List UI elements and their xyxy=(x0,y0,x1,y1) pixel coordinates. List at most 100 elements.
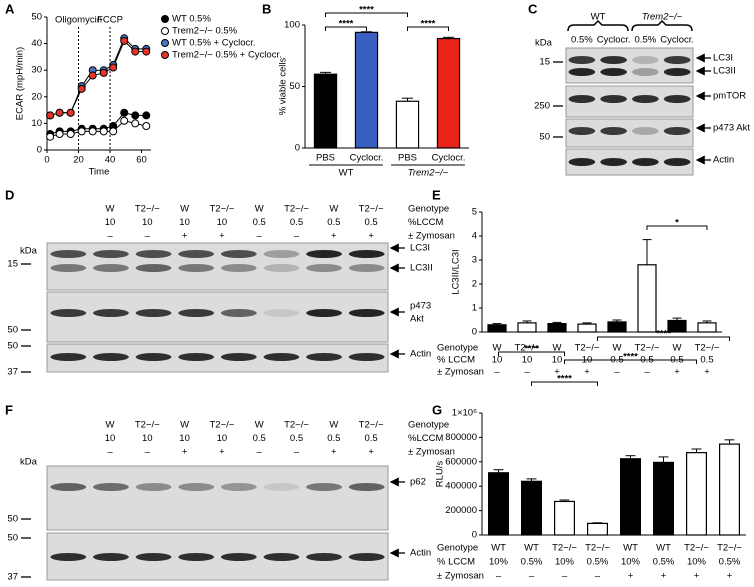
data-point xyxy=(120,36,129,45)
bar xyxy=(697,322,717,333)
kda-marker: 15 xyxy=(7,259,18,270)
legend-marker xyxy=(161,51,169,59)
brace xyxy=(631,19,693,32)
blot-band xyxy=(306,553,342,561)
column-label: W xyxy=(255,420,264,431)
blot-band xyxy=(348,250,385,258)
series-line xyxy=(50,40,147,116)
y-tick-label: 600000 xyxy=(445,456,477,467)
legend-marker xyxy=(161,27,169,35)
row-label: + xyxy=(554,367,560,378)
column-label: – xyxy=(294,231,300,242)
band-label: Actin xyxy=(410,548,431,559)
panel-letter: B xyxy=(262,1,271,16)
x-tick-label: Cyclocr. xyxy=(432,153,466,164)
row-label: – xyxy=(494,367,500,378)
data-point xyxy=(66,130,75,139)
annotation-label: Oligomycin xyxy=(55,15,102,26)
blot-panel xyxy=(565,47,694,84)
blot-band xyxy=(663,158,691,166)
blot-band xyxy=(568,158,596,166)
bar xyxy=(517,322,537,333)
blot-band xyxy=(220,309,257,317)
blot-band xyxy=(93,264,129,272)
genotype-header: WT xyxy=(591,12,606,23)
row-label: – xyxy=(524,367,530,378)
row-label: W xyxy=(493,343,502,354)
column-label: 0.5 xyxy=(290,217,303,228)
data-point xyxy=(99,127,108,136)
blot-band xyxy=(93,309,129,317)
column-label: – xyxy=(107,447,113,458)
y-tick-label: 50 xyxy=(289,81,300,92)
column-label: 10 xyxy=(217,433,228,444)
column-label: + xyxy=(219,231,225,242)
y-tick-label: 0 xyxy=(472,530,477,541)
data-point xyxy=(66,108,75,117)
row-label: 10% xyxy=(555,557,575,568)
y-tick-label: 100 xyxy=(284,20,300,31)
lane-label: Cyclocr. xyxy=(660,35,694,46)
column-label: – xyxy=(145,231,151,242)
row-label: W xyxy=(553,343,562,354)
column-label: T2−/− xyxy=(284,204,309,215)
bar xyxy=(685,452,707,536)
significance-label: **** xyxy=(524,344,539,355)
column-label: – xyxy=(294,447,300,458)
x-tick-label: 40 xyxy=(105,155,116,166)
significance-label: **** xyxy=(656,329,671,340)
row-label: T2−/− xyxy=(717,543,742,554)
bar xyxy=(652,461,674,536)
significance-bracket xyxy=(498,351,565,356)
blot-band xyxy=(263,250,300,258)
blot-band xyxy=(220,250,257,258)
column-label: T2−/− xyxy=(135,204,160,215)
blot-band xyxy=(632,56,659,64)
blot-band xyxy=(93,483,129,491)
blot-band xyxy=(50,309,87,317)
row-label: 10% xyxy=(687,557,707,568)
data-point xyxy=(142,122,151,131)
row-label: + xyxy=(694,571,700,582)
row-label: 0.5% xyxy=(653,557,675,568)
significance-bracket xyxy=(531,381,598,386)
row-name: Genotype xyxy=(437,343,478,354)
row-label: W xyxy=(673,343,682,354)
kda-marker: 50 xyxy=(7,341,18,352)
significance-label: **** xyxy=(421,19,436,30)
blot-band xyxy=(220,264,257,272)
y-tick-label: 1 xyxy=(472,303,477,314)
bar xyxy=(487,324,507,333)
row-name: ± Zymosan xyxy=(408,231,455,242)
band-label: Actin xyxy=(713,155,734,166)
row-label: + xyxy=(704,367,710,378)
blot-band xyxy=(220,483,257,491)
data-point xyxy=(131,119,140,128)
blot-band xyxy=(600,68,627,76)
significance-label: * xyxy=(675,218,679,229)
row-label: – xyxy=(595,571,601,582)
blot-band xyxy=(348,483,385,491)
row-label: WT xyxy=(623,543,638,554)
row-label: 0.5% xyxy=(521,557,543,568)
row-label: + xyxy=(628,571,634,582)
panel-letter: G xyxy=(432,402,442,417)
data-point xyxy=(46,111,55,120)
y-tick-label: 10 xyxy=(31,118,42,129)
blot-band xyxy=(263,483,300,491)
row-label: T2−/− xyxy=(575,343,600,354)
bar xyxy=(313,73,338,149)
column-label: T2−/− xyxy=(209,420,234,431)
blot-band xyxy=(263,353,300,361)
legend-label: Trem2−/− 0.5% + Cyclocr. xyxy=(172,50,282,61)
blot-band xyxy=(632,127,659,135)
row-label: T2−/− xyxy=(515,343,540,354)
blot-band xyxy=(263,264,300,272)
column-label: 0.5 xyxy=(327,217,340,228)
row-name: %LCCM xyxy=(408,433,443,444)
row-label: T2−/− xyxy=(635,343,660,354)
blot-band xyxy=(220,353,257,361)
blot-band xyxy=(663,56,691,64)
y-tick-label: 30 xyxy=(31,65,42,76)
